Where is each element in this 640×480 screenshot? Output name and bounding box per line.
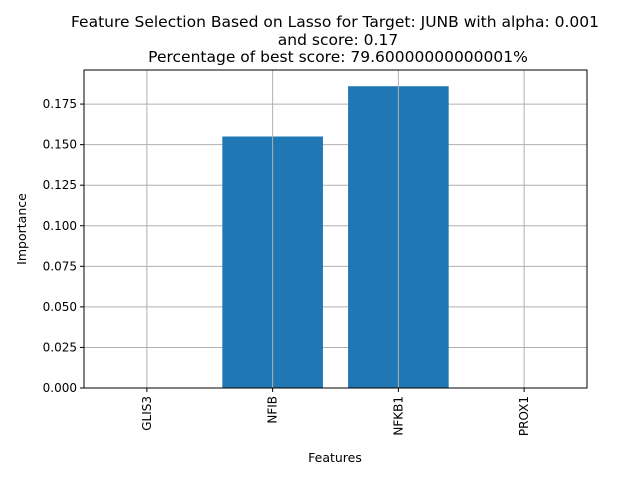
x-tick-label: NFIB — [266, 396, 280, 424]
title-line-1: Feature Selection Based on Lasso for Tar… — [71, 13, 599, 31]
x-tick-label: GLIS3 — [140, 396, 154, 431]
y-tick-label: 0.000 — [43, 381, 77, 395]
grid-lines — [84, 103, 587, 389]
y-tick-label: 0.150 — [43, 138, 77, 152]
plot-area-frame — [83, 69, 588, 389]
ticks: 0.000 0.025 0.050 0.075 0.100 0.125 0.150 0.175… — [43, 70, 531, 436]
bars — [222, 86, 449, 388]
chart-title: Feature Selection Based on Lasso for Tar… — [71, 13, 599, 66]
y-tick-label: 0.025 — [43, 340, 77, 354]
y-tick-label: 0.075 — [43, 259, 77, 273]
y-tick-label: 0.100 — [43, 219, 77, 233]
y-tick-label: 0.050 — [43, 300, 77, 314]
title-line-2: and score: 0.17 — [278, 31, 398, 49]
y-axis-label: Importance — [14, 193, 29, 265]
y-tick-label: 0.175 — [43, 97, 77, 111]
title-line-3: Percentage of best score: 79.60000000000… — [148, 48, 528, 66]
y-tick-label: 0.125 — [43, 178, 77, 192]
x-tick-label: NFKB1 — [391, 396, 405, 436]
x-tick-label: PROX1 — [517, 396, 531, 436]
x-axis-label: Features — [308, 450, 362, 465]
